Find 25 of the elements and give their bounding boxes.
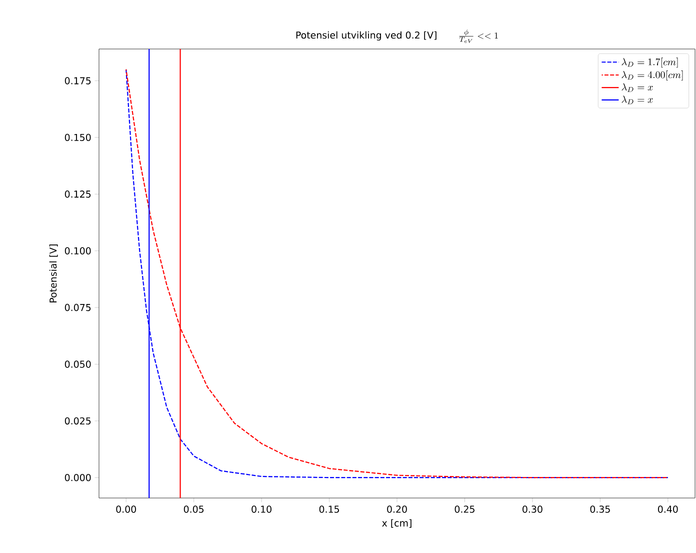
x-tick-label: 0.40 [658, 506, 678, 513]
x-axis-title: x [cm] [382, 519, 412, 528]
legend-label: $\lambda_D = 4.00 [cm]$ [622, 70, 683, 81]
x-tick-label: 0.25 [454, 506, 474, 513]
x-tick-label: 0.20 [387, 506, 407, 513]
x-tick-label: 0.30 [522, 506, 542, 513]
y-tick-label: 0.050 [64, 360, 91, 368]
y-tick-label: 0.075 [64, 304, 91, 312]
x-tick-label: 0.35 [590, 506, 610, 513]
x-tick-label: 0.05 [184, 506, 204, 513]
chart-title: Potensiel utvikling ved 0.2 [V] [296, 31, 436, 40]
x-tick-label: 0.00 [116, 506, 136, 513]
x-tick-label: 0.15 [319, 506, 339, 513]
legend-label: $\lambda_D = x$ [622, 96, 653, 104]
y-tick-label: 0.025 [64, 417, 91, 424]
y-tick-label: 0.100 [64, 247, 91, 254]
legend-label: $\lambda_D = 1.7 [cm]$ [622, 58, 678, 68]
y-tick-label: 0.000 [64, 474, 91, 482]
y-axis-title: Potensial [V] [49, 244, 58, 302]
x-tick-label: 0.10 [252, 506, 272, 513]
y-tick-label: 0.150 [64, 134, 91, 142]
y-tick-label: 0.125 [64, 190, 91, 198]
y-tick-label: 0.175 [64, 77, 91, 84]
legend-label: $\lambda_D = x$ [622, 83, 653, 92]
chart-subtitle: $\frac{\phi}{T_{eV}}<<1$ [459, 29, 498, 43]
